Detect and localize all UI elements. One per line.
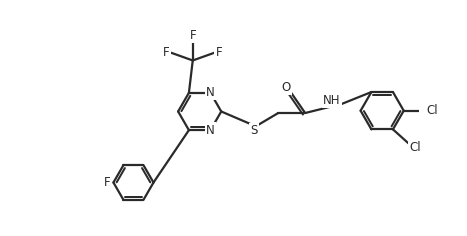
Text: F: F [190, 29, 196, 42]
Text: Cl: Cl [426, 104, 438, 117]
Text: O: O [281, 81, 290, 94]
Text: S: S [251, 124, 258, 137]
Text: F: F [163, 46, 170, 59]
Text: F: F [104, 176, 111, 189]
Text: NH: NH [323, 94, 341, 107]
Text: Cl: Cl [410, 141, 421, 154]
Text: F: F [216, 46, 222, 59]
Text: N: N [206, 124, 215, 137]
Text: N: N [206, 86, 215, 99]
